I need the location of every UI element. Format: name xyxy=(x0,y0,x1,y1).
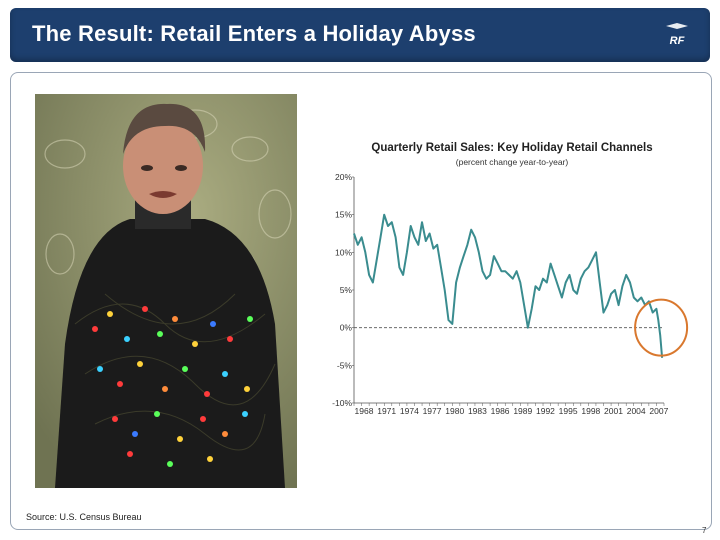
x-tick-label: 2001 xyxy=(604,406,623,416)
logo-text: RF xyxy=(670,35,685,47)
x-tick-label: 1992 xyxy=(536,406,555,416)
x-tick-label: 1971 xyxy=(377,406,396,416)
page-number: 7 xyxy=(702,526,707,535)
chart-title: Quarterly Retail Sales: Key Holiday Reta… xyxy=(371,142,652,154)
y-tick-label: 0% xyxy=(340,323,353,333)
retail-sales-chart: Quarterly Retail Sales: Key Holiday Reta… xyxy=(332,142,689,416)
rf-logo-icon: RF xyxy=(666,23,688,47)
x-tick-label: 2004 xyxy=(627,406,646,416)
y-tick-label: 10% xyxy=(335,247,352,257)
series-line xyxy=(353,213,664,358)
x-tick-label: 1968 xyxy=(355,406,374,416)
y-tick-label: -10% xyxy=(332,398,352,408)
y-tick-label: -5% xyxy=(337,360,353,370)
content-frame xyxy=(10,72,712,530)
x-tick-label: 1977 xyxy=(423,406,442,416)
x-tick-label: 1995 xyxy=(559,406,578,416)
page-title: The Result: Retail Enters a Holiday Abys… xyxy=(32,21,476,46)
x-tick-label: 1974 xyxy=(400,406,419,416)
x-tick-label: 1980 xyxy=(445,406,464,416)
x-tick-label: 1989 xyxy=(513,406,532,416)
header-bar: The Result: Retail Enters a Holiday Abys… xyxy=(10,8,710,62)
y-tick-label: 20% xyxy=(335,172,352,182)
x-tick-label: 2007 xyxy=(649,406,668,416)
x-tick-label: 1986 xyxy=(491,406,510,416)
man-with-christmas-lights-photo xyxy=(35,94,297,488)
source-note: Source: U.S. Census Bureau xyxy=(26,512,142,522)
drop-highlight-circle xyxy=(634,298,689,357)
x-tick-label: 1983 xyxy=(468,406,487,416)
y-tick-label: 5% xyxy=(340,285,353,295)
x-tick-label: 1998 xyxy=(581,406,600,416)
y-tick-label: 15% xyxy=(335,210,352,220)
chart-subtitle: (percent change year-to-year) xyxy=(456,157,569,167)
